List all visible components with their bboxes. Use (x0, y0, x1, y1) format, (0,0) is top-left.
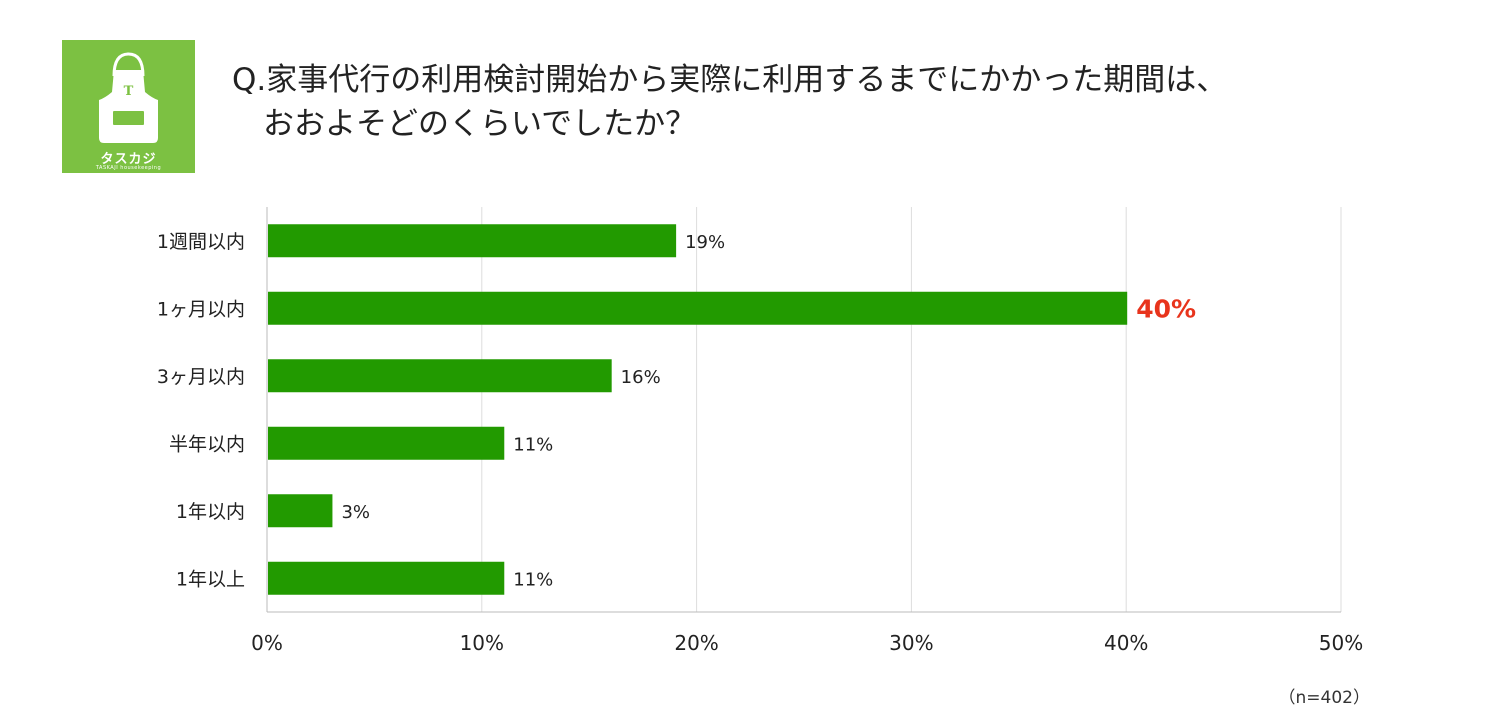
bar (268, 224, 677, 258)
chart-x-tick-labels: 0% 10% 20% 30% 40% 50% (251, 631, 1363, 655)
logo-brand-text: タスカジ (100, 152, 157, 167)
apron-letter: T (123, 84, 134, 99)
x-tick-label: 40% (1104, 631, 1148, 655)
value-label: 19% (685, 232, 725, 253)
apron-icon (99, 52, 158, 143)
logo-brand-subtext: TASKAJI housekeeping (95, 165, 162, 171)
x-tick-label: 0% (251, 631, 283, 655)
category-label: 3ヶ月以内 (157, 366, 245, 388)
category-label: 1週間以内 (157, 231, 245, 253)
category-label: 1年以上 (176, 568, 245, 590)
bar (268, 561, 505, 595)
chart-bars (268, 224, 1128, 595)
chart-gridlines (266, 207, 1342, 613)
x-tick-label: 20% (674, 631, 718, 655)
x-tick-label: 10% (460, 631, 504, 655)
bar (268, 426, 505, 460)
taskaji-logo: T タスカジ TASKAJI housekeeping (62, 40, 195, 173)
x-tick-label: 50% (1319, 631, 1363, 655)
value-label: 11% (513, 569, 553, 590)
question-title: Q.家事代行の利用検討開始から実際に利用するまでにかかった期間は、 おおよそどの… (232, 62, 1228, 142)
category-label: 1年以内 (176, 501, 245, 523)
category-label: 1ヶ月以内 (157, 298, 245, 320)
x-tick-label: 30% (889, 631, 933, 655)
bar (268, 291, 1128, 325)
chart-value-labels: 19% 40% 16% 11% 3% 11% (341, 232, 1196, 591)
value-label: 16% (621, 367, 661, 388)
sample-size-note: （n=402） (1278, 688, 1370, 708)
bar (268, 359, 612, 393)
value-label: 11% (513, 434, 553, 455)
category-label: 半年以内 (169, 433, 245, 455)
bar (268, 494, 333, 528)
value-label: 3% (341, 502, 370, 523)
value-label-highlight: 40% (1136, 294, 1196, 323)
